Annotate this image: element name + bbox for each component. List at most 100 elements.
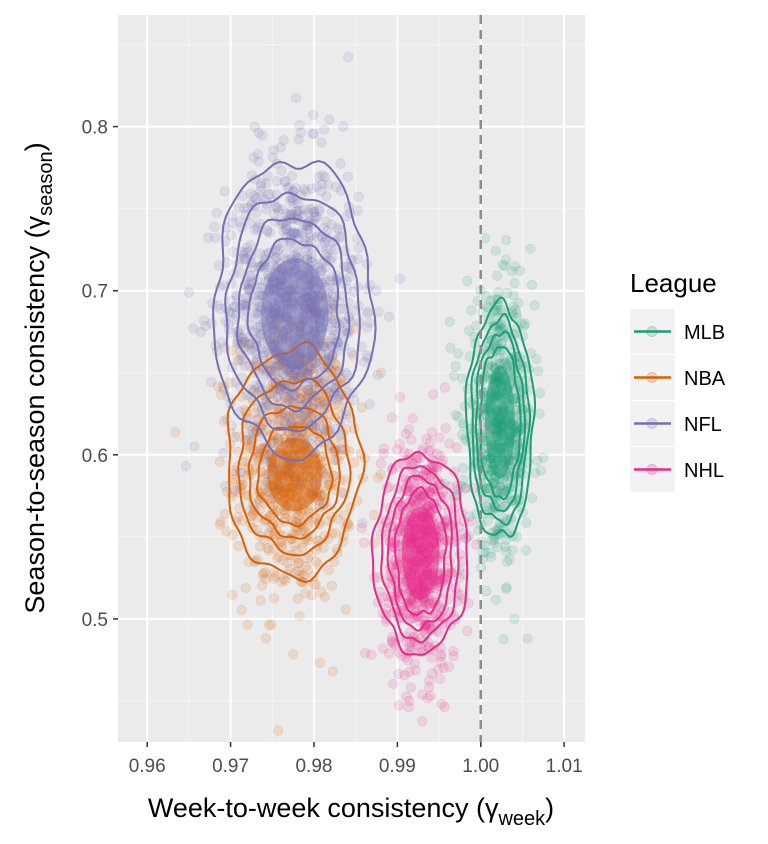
- point: [342, 171, 354, 182]
- point: [529, 300, 540, 311]
- point: [218, 447, 229, 459]
- point: [263, 545, 274, 556]
- point: [215, 303, 226, 314]
- point: [399, 670, 410, 681]
- point: [298, 184, 310, 195]
- point: [344, 271, 355, 282]
- point: [296, 393, 307, 404]
- point: [289, 390, 300, 401]
- point: [308, 363, 319, 375]
- point: [260, 204, 272, 215]
- point: [297, 526, 308, 537]
- point: [265, 262, 276, 273]
- point: [372, 370, 383, 381]
- point: [313, 399, 325, 410]
- point: [351, 322, 362, 334]
- point: [407, 413, 418, 424]
- point: [206, 376, 217, 388]
- point: [321, 243, 332, 254]
- point: [404, 641, 415, 652]
- point: [262, 226, 273, 237]
- point: [292, 593, 304, 604]
- point: [248, 384, 260, 395]
- point: [293, 557, 304, 569]
- point: [260, 567, 271, 578]
- point: [278, 225, 289, 237]
- point: [300, 588, 311, 599]
- point: [248, 152, 259, 163]
- point: [310, 259, 321, 270]
- point: [444, 567, 456, 579]
- point: [305, 413, 316, 424]
- point: [492, 270, 503, 281]
- point: [297, 224, 308, 235]
- point: [221, 526, 232, 537]
- point: [243, 429, 255, 441]
- point: [215, 516, 226, 527]
- point: [303, 384, 314, 395]
- point: [294, 393, 306, 404]
- legend: League MLB NBA NFL NHL: [630, 268, 726, 492]
- point: [306, 412, 317, 423]
- point: [249, 121, 260, 132]
- point: [327, 666, 339, 677]
- point: [326, 252, 337, 263]
- point: [300, 560, 311, 572]
- y-tick-label: 0.8: [82, 118, 108, 139]
- point: [340, 604, 351, 615]
- point: [310, 396, 321, 407]
- point: [227, 307, 238, 319]
- point: [251, 313, 262, 324]
- point: [289, 540, 300, 552]
- point: [308, 109, 319, 120]
- point: [295, 415, 306, 426]
- point: [436, 698, 447, 710]
- point: [306, 183, 317, 194]
- point: [281, 221, 292, 232]
- point: [302, 511, 314, 522]
- point: [335, 158, 346, 169]
- x-tick-label: 1.00: [462, 756, 499, 777]
- point: [249, 407, 260, 418]
- point: [254, 332, 265, 343]
- point: [209, 221, 220, 232]
- point: [307, 203, 319, 214]
- point: [323, 179, 334, 190]
- point: [353, 242, 364, 254]
- point: [450, 409, 461, 420]
- point: [359, 537, 370, 548]
- point: [289, 391, 301, 402]
- point: [270, 570, 281, 582]
- point: [188, 323, 199, 334]
- y-axis-ticks: 0.5 0.6 0.7 0.8: [82, 118, 118, 631]
- point: [289, 228, 301, 239]
- point: [319, 591, 330, 603]
- point: [269, 253, 281, 265]
- point: [326, 333, 337, 344]
- point: [310, 579, 321, 590]
- point: [281, 208, 292, 219]
- point: [346, 347, 358, 358]
- point: [383, 311, 395, 322]
- point: [291, 370, 302, 381]
- point: [375, 529, 387, 540]
- point: [279, 176, 290, 187]
- point: [331, 181, 342, 193]
- point: [538, 452, 549, 464]
- point: [271, 176, 283, 187]
- point: [287, 412, 298, 424]
- point: [212, 381, 224, 392]
- point: [253, 156, 264, 167]
- point: [203, 232, 214, 243]
- point: [244, 340, 255, 351]
- point: [415, 490, 426, 501]
- point: [287, 170, 298, 181]
- point: [309, 399, 320, 410]
- point: [456, 429, 468, 441]
- point: [501, 234, 512, 246]
- point: [326, 580, 338, 592]
- point: [260, 573, 271, 585]
- legend-item-mlb: MLB: [630, 309, 725, 354]
- point: [281, 247, 292, 258]
